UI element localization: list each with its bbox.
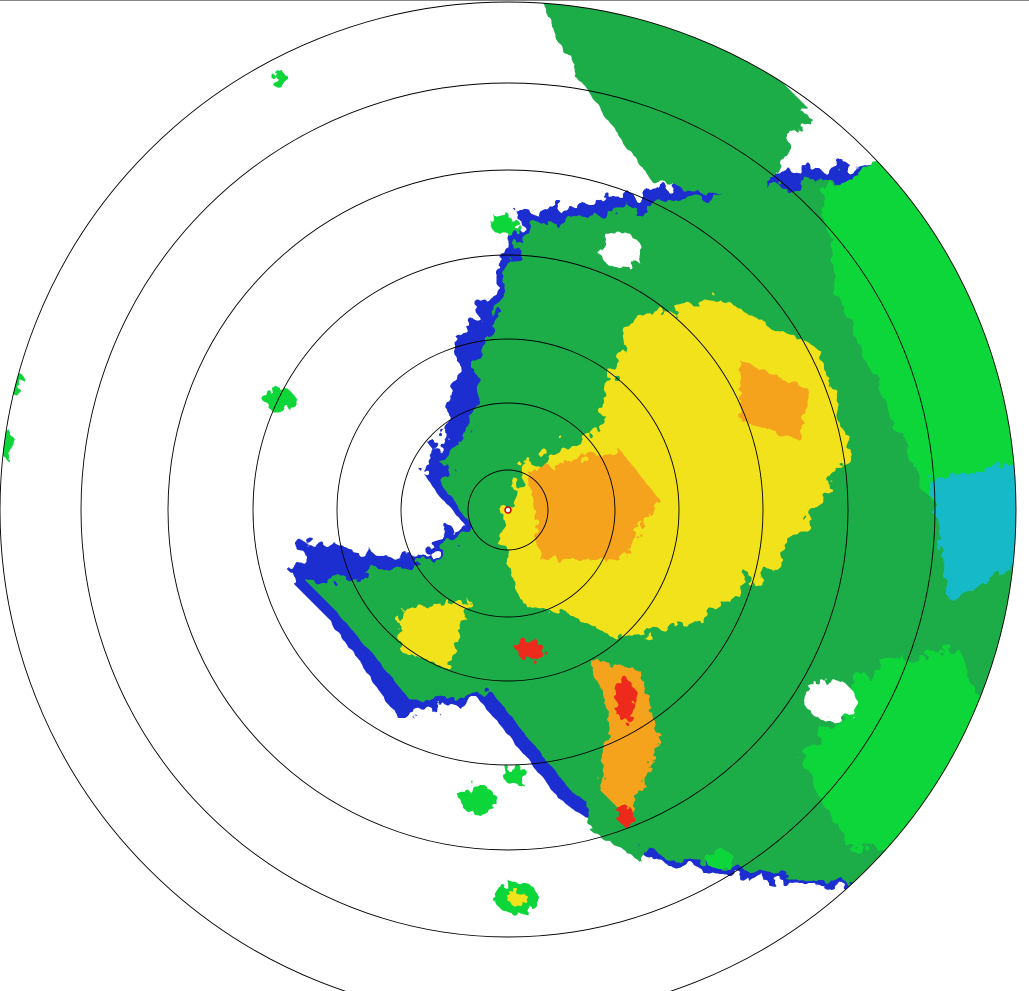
radar-site-marker	[504, 506, 512, 514]
echo-core-red	[615, 678, 635, 722]
echo-gap	[805, 680, 855, 720]
range-ring-2	[400, 402, 616, 618]
precipitation-echoes	[2, 2, 1016, 914]
echo-gap	[600, 232, 640, 268]
range-ring-4	[252, 254, 764, 766]
echo-core-orange	[740, 360, 810, 440]
range-ring-3	[336, 338, 680, 682]
echo-core-orange	[530, 450, 660, 560]
echo-cell	[503, 765, 527, 785]
echo-east-band	[820, 160, 1016, 520]
echo-cell	[274, 70, 286, 90]
echo-core-yellow	[400, 600, 470, 670]
range-ring-6	[80, 82, 936, 938]
echo-cell-core	[507, 891, 527, 905]
echo-core-red	[617, 805, 633, 825]
echo-core-red	[516, 640, 544, 660]
range-ring-5	[167, 169, 849, 851]
echo-core-orange	[590, 660, 660, 820]
echo-cell	[491, 215, 519, 235]
echo-cell	[460, 786, 496, 814]
echo-cell	[706, 850, 734, 870]
echo-cell	[265, 388, 295, 412]
echo-fringe-cyan	[930, 460, 1016, 600]
echo-north-band	[540, 2, 810, 200]
top-border	[0, 0, 1029, 1]
range-ring-1	[467, 469, 549, 551]
